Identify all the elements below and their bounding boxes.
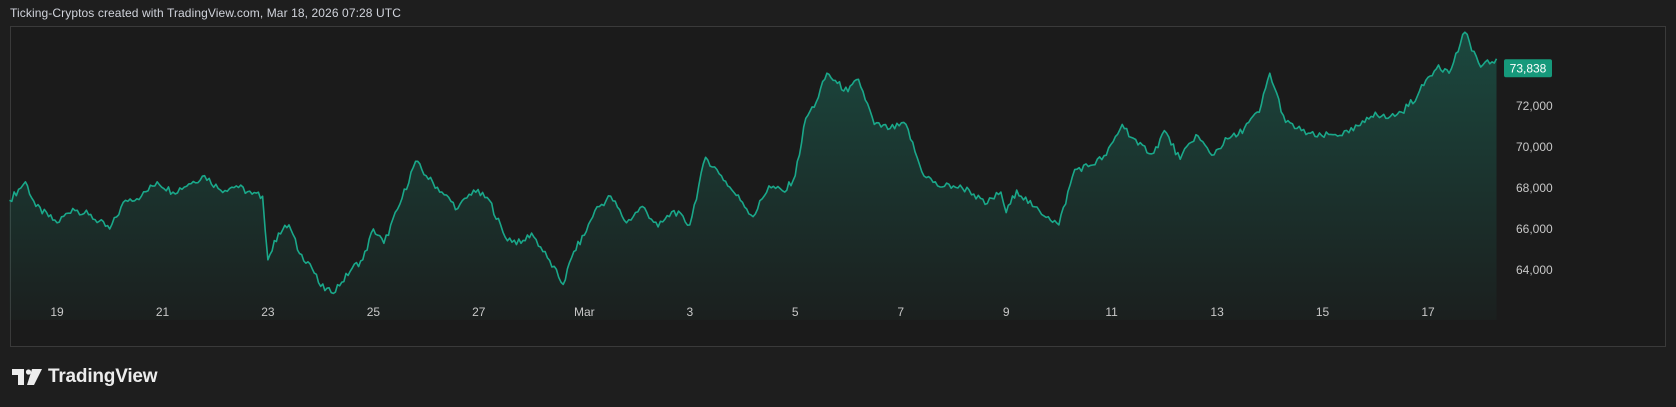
tradingview-logo[interactable]: TradingView — [12, 366, 158, 388]
x-tick-label: 9 — [1003, 305, 1010, 319]
price-area-fill — [9, 32, 1497, 320]
tradingview-brand-text: TradingView — [48, 366, 158, 387]
x-tick-label: 13 — [1210, 305, 1224, 319]
y-tick-label: 70,000 — [1516, 140, 1553, 154]
x-tick-label: 11 — [1105, 305, 1118, 319]
x-tick-label: 3 — [686, 305, 693, 319]
x-tick-label: 19 — [50, 305, 64, 319]
last-price-badge: 73,838 — [1504, 59, 1552, 78]
x-tick-label: 23 — [261, 305, 275, 319]
price-series-line — [9, 31, 1498, 295]
x-tick-label: 15 — [1316, 305, 1330, 319]
x-axis[interactable]: 19 21 23 25 27 Mar 3 5 7 9 11 13 15 17 — [50, 305, 1435, 319]
y-tick-label: 72,000 — [1516, 99, 1553, 113]
x-tick-label: 17 — [1421, 305, 1435, 319]
last-price-badge-bg — [1504, 59, 1552, 78]
y-axis[interactable]: 64,000 66,000 68,000 70,000 72,000 — [1516, 99, 1553, 277]
x-tick-label: 5 — [792, 305, 799, 319]
x-tick-label: 21 — [156, 305, 170, 319]
x-tick-label: Mar — [574, 305, 595, 319]
price-area-layer — [9, 32, 1497, 320]
x-tick-label: 7 — [897, 305, 904, 319]
last-price-label: 73,838 — [1510, 61, 1547, 75]
attribution-text: Ticking-Cryptos created with TradingView… — [10, 6, 401, 20]
y-tick-label: 66,000 — [1516, 222, 1553, 236]
y-tick-label: 64,000 — [1516, 263, 1553, 277]
x-tick-label: 27 — [472, 305, 486, 319]
x-tick-label: 25 — [367, 305, 381, 319]
tradingview-logo-icon — [12, 369, 42, 385]
y-tick-label: 68,000 — [1516, 181, 1553, 195]
price-line-layer — [9, 31, 1498, 295]
